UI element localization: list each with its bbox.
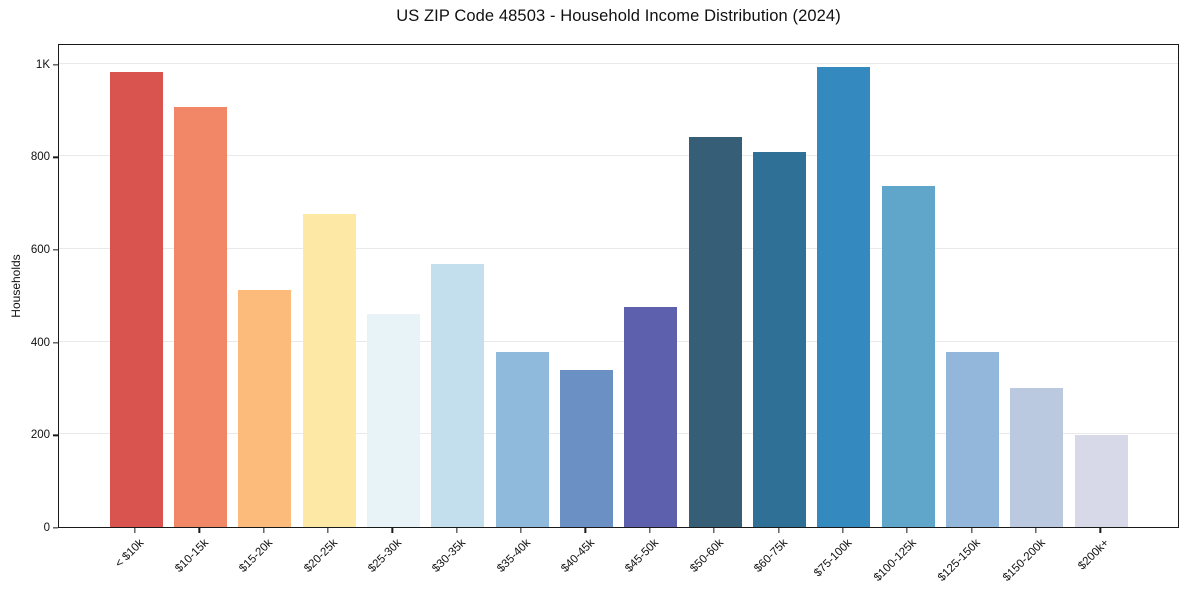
x-tick-mark <box>1035 528 1037 533</box>
y-tick-label: 1K <box>35 58 50 71</box>
x-tick-mark <box>777 528 780 533</box>
x-tick-label: $25-30k <box>366 537 404 575</box>
x-tick-label: $100-125k <box>871 537 919 584</box>
x-tick-mark <box>456 528 458 533</box>
y-tick-label: 200 <box>30 429 50 442</box>
gridline-800 <box>59 155 1178 157</box>
bar-$35-40k <box>495 351 549 527</box>
gridline-400 <box>59 340 1178 342</box>
x-tick-mark <box>713 528 715 533</box>
bar-$20-25k <box>302 214 356 527</box>
bar-$25-30k <box>366 313 420 527</box>
bar-$100-125k <box>881 185 935 527</box>
x-tick-label: $50-60k <box>687 537 726 575</box>
bar-$30-35k <box>431 263 485 527</box>
x-tick-mark <box>649 528 651 533</box>
x-tick-mark <box>970 528 973 533</box>
x-tick-mark <box>842 528 844 533</box>
bar-$40-45k <box>559 369 613 527</box>
x-tick-label: $20-25k <box>301 537 340 575</box>
x-tick-label: $30-35k <box>430 537 469 575</box>
y-tick-mark <box>53 64 58 66</box>
x-tick-mark <box>198 528 200 533</box>
x-tick-label: $15-20k <box>237 537 276 575</box>
x-tick-mark <box>1099 528 1101 533</box>
x-tick-mark <box>327 528 329 533</box>
x-tick-mark <box>584 528 587 533</box>
x-tick-label: $35-40k <box>494 537 533 575</box>
bar-$150-200k <box>1010 388 1064 527</box>
gridline-200 <box>59 433 1178 435</box>
bar-< $10k <box>109 71 163 527</box>
x-tick-mark <box>906 528 908 533</box>
gridline-1000 <box>59 62 1178 64</box>
gridline-600 <box>59 247 1178 250</box>
y-tick-label: 400 <box>30 336 50 349</box>
x-tick-label: $125-150k <box>936 537 984 584</box>
x-tick-mark <box>520 528 522 533</box>
x-tick-label: < $10k <box>113 537 147 571</box>
x-tick-mark <box>134 528 136 533</box>
plot-area <box>58 44 1179 528</box>
bar-$200k+ <box>1074 434 1128 527</box>
y-tick-label: 600 <box>30 244 50 257</box>
y-axis-label: Households <box>9 254 23 318</box>
x-tick-mark <box>391 528 394 533</box>
y-tick-label: 0 <box>43 522 50 534</box>
x-tick-label: $10-15k <box>172 537 211 575</box>
chart-title: US ZIP Code 48503 - Household Income Dis… <box>396 7 841 25</box>
bar-$75-100k <box>817 67 871 527</box>
y-tick-mark <box>53 156 58 159</box>
y-tick-mark <box>53 342 58 344</box>
x-tick-label: $200k+ <box>1076 537 1112 573</box>
x-tick-label: $40-45k <box>559 537 597 575</box>
bar-$60-75k <box>753 151 806 527</box>
bar-$10-15k <box>173 107 227 527</box>
bar-$45-50k <box>624 307 678 527</box>
bar-$50-60k <box>688 136 742 527</box>
bar-$125-150k <box>946 352 1000 527</box>
bar-$15-20k <box>238 290 292 527</box>
x-tick-label: $150-200k <box>1000 537 1048 584</box>
x-tick-mark <box>263 528 265 533</box>
x-tick-label: $60-75k <box>752 537 790 575</box>
y-tick-mark <box>53 249 58 251</box>
y-tick-label: 800 <box>30 151 50 164</box>
y-tick-mark <box>53 527 58 529</box>
x-tick-label: $45-50k <box>623 537 662 575</box>
x-tick-label: $75-100k <box>811 537 855 580</box>
y-tick-mark <box>53 434 58 437</box>
